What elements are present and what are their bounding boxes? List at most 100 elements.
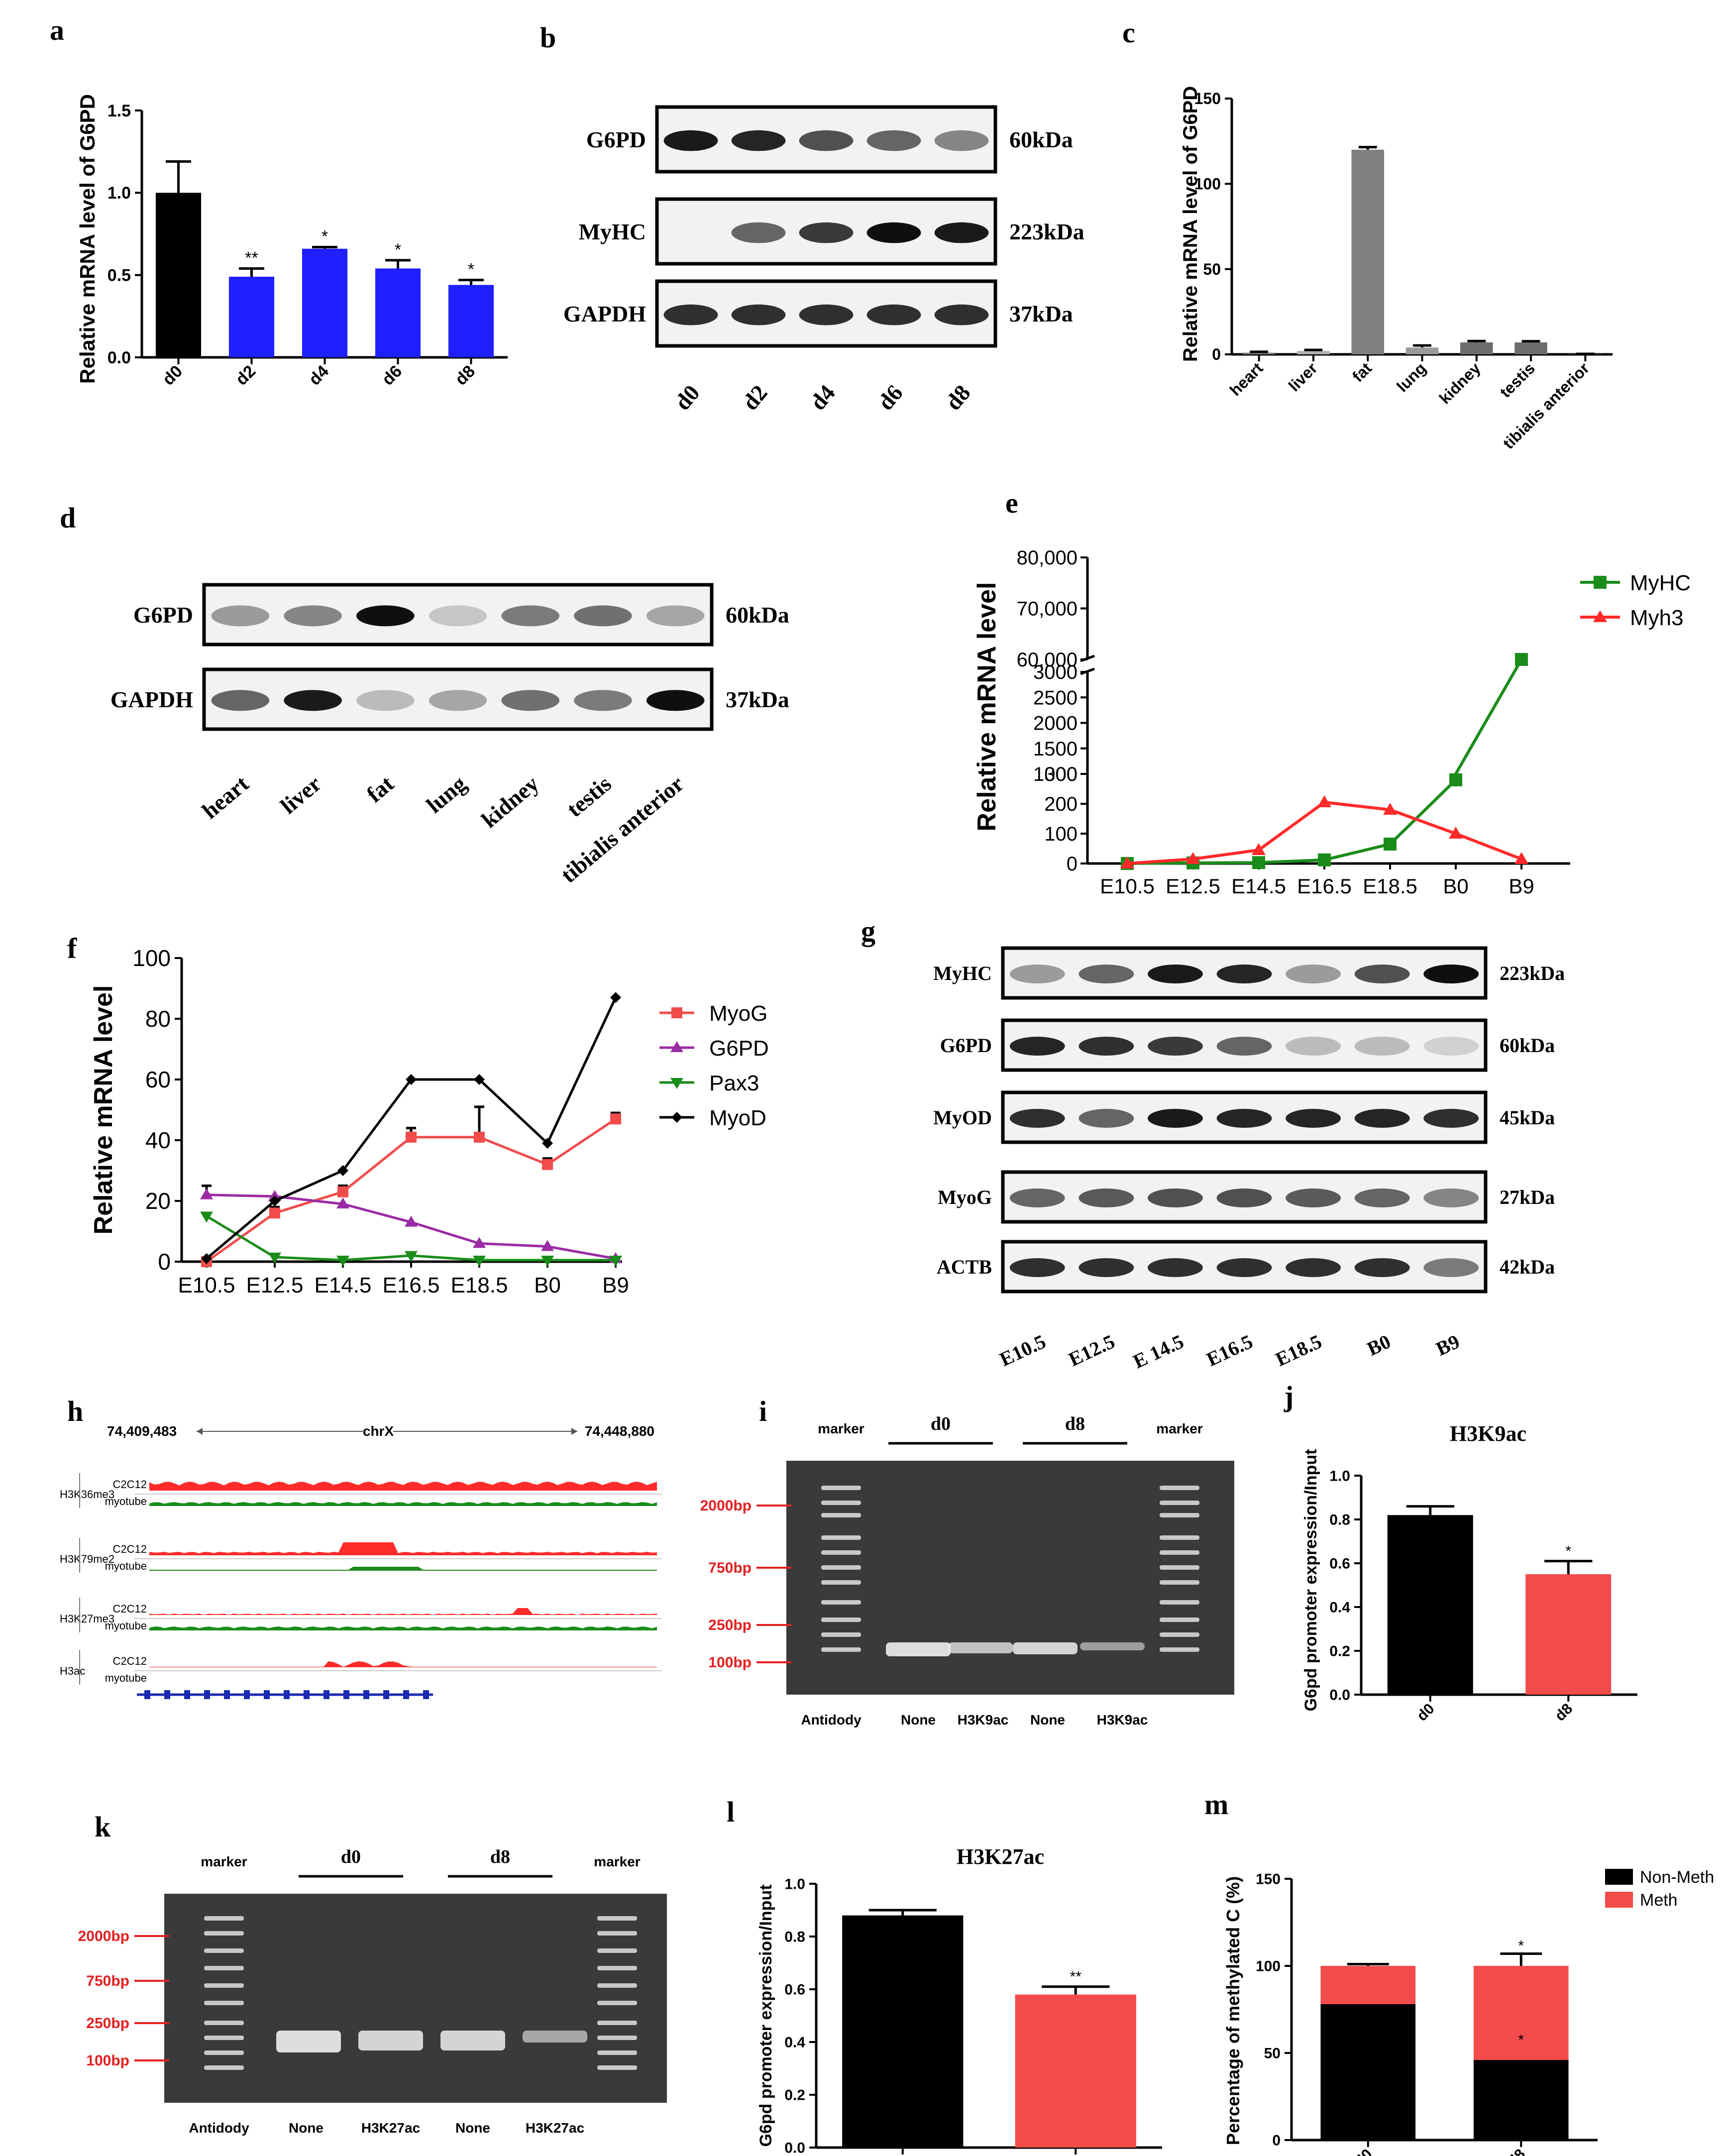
d-band-GAPDH-liver [284, 690, 342, 711]
panel-c: c Relative mRNA level of G6PD 0 50 100 150 h… [1122, 16, 1613, 452]
f-legend-marker-MyoD [671, 1112, 682, 1123]
i-sample-band-1 [948, 1642, 1013, 1653]
gene-exon [324, 1690, 329, 1699]
panel-label-m: m [1204, 1788, 1228, 1821]
i-lane-0: Antidody [801, 1712, 862, 1727]
g-band-MyoG-B0 [1354, 1188, 1410, 1207]
l-plot-ytick-label: 0.0 [784, 2140, 805, 2156]
f-ytick-label: 0 [158, 1249, 171, 1275]
x-label-d0: d0 [886, 2154, 910, 2156]
b-band-MyHC-d2 [731, 222, 786, 243]
bar-d0 [155, 193, 202, 357]
e-point-Myh3-B9 [1514, 852, 1528, 864]
i-ladder-band [1160, 1513, 1199, 1517]
f-x-label-B0: B0 [534, 1273, 561, 1297]
e-point-Myh3-E16.5 [1317, 795, 1331, 807]
legend-swatch-Meth [1605, 1892, 1633, 1908]
g-band-ACTB-E10.5 [1009, 1258, 1065, 1277]
b-band-GAPDH-d6 [866, 304, 921, 325]
f-ytick-label: 80 [145, 1006, 171, 1032]
g-row-label-MyoG: MyoG [938, 1186, 992, 1208]
f-point-Pax3-E16.5 [405, 1251, 418, 1262]
gene-exon [264, 1690, 270, 1699]
m-ytick-label: 0 [1272, 2133, 1281, 2149]
panel-a: a Relative mRNA level of G6PD 0.0 0.5 1.0 1… [50, 14, 508, 389]
g-band-MyOD-E12.5 [1079, 1109, 1134, 1128]
b-band-G6PD-d8 [934, 130, 989, 151]
k-ladder-band [204, 1916, 244, 1921]
b-lane-label-d0: d0 [669, 380, 704, 415]
f-legend-label-MyoD: MyoD [709, 1106, 766, 1130]
panel-label-f: f [67, 932, 77, 965]
g-band-G6PD-E16.5 [1216, 1037, 1272, 1056]
a-plot-ytick-label: 1.5 [108, 102, 131, 120]
i-group-d8: d8 [1065, 1413, 1085, 1434]
panel-b: b G6PD 60kDa MyHC 223kDa GAPDH 37kDa d0 d2 d4 d6 d… [540, 21, 1084, 415]
bar-kidney [1460, 342, 1493, 354]
f-x-label-E10.5: E10.5 [178, 1273, 235, 1297]
signal-H3K27me3-b [149, 1626, 657, 1630]
e-ytick-label: 200 [1044, 793, 1078, 815]
g-band-G6PD-E10.5 [1009, 1037, 1065, 1056]
f-legend-label-G6PD: G6PD [709, 1036, 769, 1061]
b-row-label-MyHC: MyHC [579, 219, 646, 244]
i-ladder-band [1160, 1486, 1199, 1490]
i-ladder-band [821, 1632, 861, 1637]
g-band-G6PD-B0 [1354, 1037, 1410, 1056]
panel-f: f Relative mRNA level 0 20 40 60 80 100 E10.5 E… [67, 932, 769, 1297]
g-band-MyOD-B0 [1354, 1109, 1410, 1128]
g-band-MyOD-B9 [1423, 1109, 1479, 1128]
x-label-liver: liver [1285, 359, 1321, 395]
panel-label-h: h [67, 1395, 83, 1427]
f-point-Pax3-B9 [609, 1255, 622, 1267]
bar-liver [1297, 351, 1330, 354]
panel-k: k marker marker d0 d8 2000bp 750bp 250bp 100bp A… [78, 1811, 667, 2136]
i-gel-image [786, 1461, 1234, 1695]
k-ladder-band [204, 2021, 244, 2025]
d-band-G6PD-liver [284, 605, 342, 627]
j-plot-ytick-label: 0.2 [1329, 1643, 1350, 1660]
j-title: H3K9ac [1450, 1421, 1526, 1446]
bar-fat [1351, 149, 1384, 354]
e-x-label-B0: B0 [1443, 874, 1468, 898]
d-band-G6PD-tibialis anterior [646, 605, 705, 627]
b-band-GAPDH-d4 [799, 304, 854, 325]
g-band-ACTB-E18.5 [1286, 1258, 1341, 1277]
d-band-G6PD-testis [574, 605, 632, 627]
gene-exon [164, 1690, 170, 1699]
k-ladder-band [597, 1916, 637, 1921]
g-band-ACTB-E12.5 [1079, 1258, 1134, 1277]
i-size-2000bp: 2000bp [700, 1498, 752, 1514]
gene-exon [144, 1690, 150, 1699]
x-label-d0: d0 [159, 362, 186, 389]
significance-d8: * [468, 260, 474, 279]
x-label-d8: d8 [1059, 2154, 1083, 2156]
k-ladder-band [597, 2050, 637, 2055]
g-lane-label-E16.5: E16.5 [1203, 1330, 1256, 1371]
panel-label-i: i [759, 1395, 767, 1427]
k-lane-3: None [455, 2120, 490, 2136]
f-legend-label-Pax3: Pax3 [709, 1071, 759, 1095]
f-ytick-label: 20 [145, 1188, 171, 1214]
bar-d6 [375, 268, 421, 357]
legend-label-Meth: Meth [1640, 1891, 1678, 1910]
x-label-d6: d6 [378, 362, 406, 389]
k-size-750bp: 750bp [86, 1973, 129, 1989]
k-ladder-band [597, 2036, 637, 2040]
g-row-size-G6PD: 60kDa [1500, 1034, 1555, 1057]
k-gel-image [164, 1894, 667, 2103]
g-band-MyoG-B9 [1423, 1188, 1479, 1207]
panel-h: h 74,409,483 chrX 74,448,880 H3K36me3C2C… [60, 1395, 662, 1699]
e-point-Myh3-E14.5 [1252, 843, 1266, 855]
f-point-MyoD-E16.5 [406, 1074, 417, 1085]
c-y-axis-label: Relative mRNA level of G6PD [1180, 86, 1201, 362]
gene-exon [363, 1690, 369, 1699]
k-size-2000bp: 2000bp [78, 1928, 129, 1944]
x-label-d0: d0 [1352, 2146, 1376, 2156]
i-ladder-band [1160, 1565, 1199, 1570]
k-ladder-band [597, 2001, 637, 2005]
i-ladder-band [821, 1486, 861, 1490]
i-ladder-band [821, 1535, 861, 1540]
i-ladder-band [1160, 1580, 1199, 1585]
